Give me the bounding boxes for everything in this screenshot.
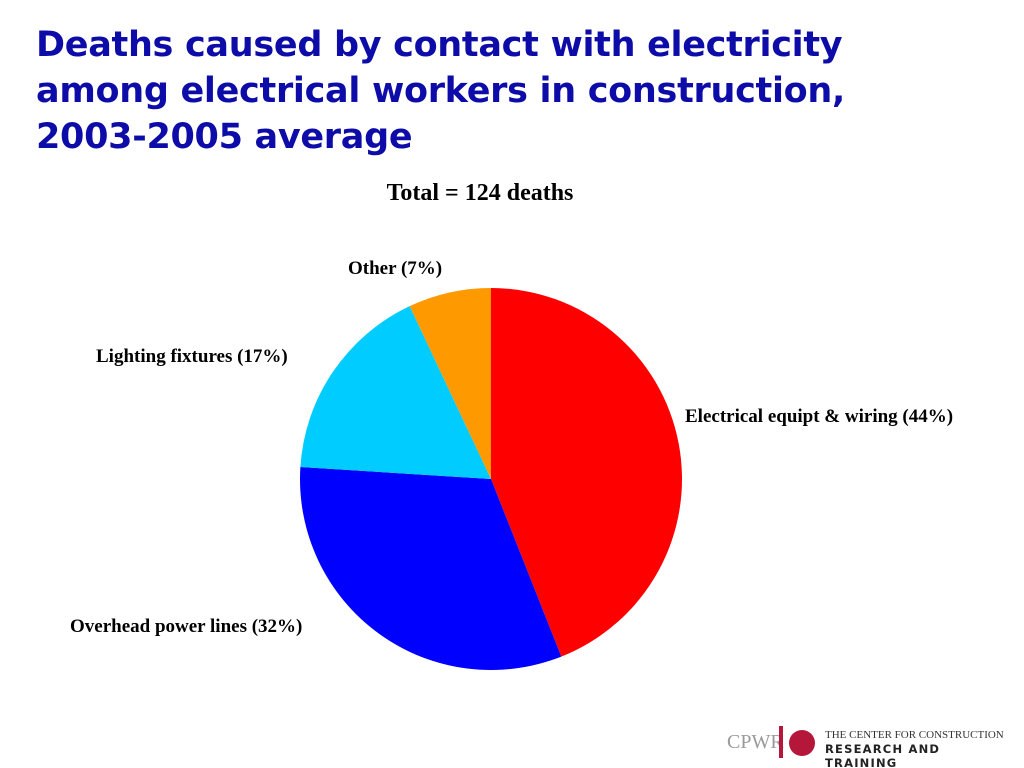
cpwr-logo: CPWR THE CENTER FOR CONSTRUCTION RESEARC… — [727, 724, 1012, 768]
pie-slice-0 — [491, 288, 682, 657]
pie-slice-3 — [409, 288, 491, 479]
slice-label-lighting: Lighting fixtures (17%) — [96, 346, 288, 367]
chart-subtitle: Total = 124 deaths — [386, 180, 574, 206]
logo-abbr: CPWR — [727, 731, 784, 753]
slice-label-overhead: Overhead power lines (32%) — [70, 616, 303, 637]
slice-label-electrical: Electrical equipt & wiring (44%) — [685, 406, 954, 427]
logo-line1: THE CENTER FOR CONSTRUCTION — [825, 729, 1004, 741]
logo-circle-icon — [789, 730, 815, 756]
slice-label-other: Other (7%) — [348, 258, 443, 279]
chart-title: Deaths caused by contact with electricit… — [36, 25, 846, 157]
logo-line2: RESEARCH AND TRAINING — [825, 742, 941, 768]
pie-slice-2 — [300, 306, 491, 479]
pie-slice-1 — [300, 467, 562, 670]
logo-bracket — [779, 726, 783, 758]
